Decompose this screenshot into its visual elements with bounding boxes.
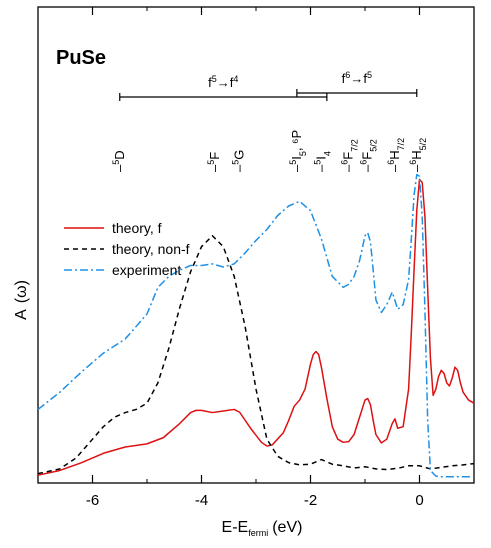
legend-label-theory-non-f: theory, non-f bbox=[112, 241, 190, 257]
state-label: –5I4 bbox=[312, 151, 332, 172]
y-axis-label-main: A bbox=[13, 309, 30, 320]
x-axis-label-sub: fermi bbox=[248, 528, 268, 538]
state-label: –6H5/2 bbox=[408, 138, 428, 172]
legend-label-experiment: experiment bbox=[112, 262, 181, 278]
transition-label: f6→f5 bbox=[342, 70, 372, 86]
x-tick-label: -4 bbox=[195, 492, 208, 509]
x-tick-label: -2 bbox=[304, 492, 317, 509]
svg-text:–5G: –5G bbox=[231, 150, 247, 172]
state-label: –5I5, ⁶P bbox=[288, 130, 308, 172]
x-axis-label-unit: (eV) bbox=[272, 519, 302, 536]
state-label: –6H7/2 bbox=[386, 138, 406, 172]
svg-text:–5D: –5D bbox=[111, 150, 127, 172]
state-label: –5D bbox=[111, 150, 127, 172]
series-layer bbox=[37, 173, 475, 478]
svg-text:–6F5/2: –6F5/2 bbox=[359, 139, 379, 172]
x-ticks: -6 -4 -2 0 bbox=[37, 7, 475, 509]
state-label: –6F5/2 bbox=[359, 139, 379, 172]
x-tick-label: -6 bbox=[86, 492, 99, 509]
svg-text:–6H5/2: –6H5/2 bbox=[408, 138, 428, 172]
series-line-0 bbox=[37, 178, 475, 476]
legend-label-theory-f: theory, f bbox=[112, 220, 162, 236]
x-axis-label: E-Efermi (eV) bbox=[222, 519, 303, 538]
state-label: –6F7/2 bbox=[340, 139, 360, 172]
series-line-2 bbox=[37, 173, 474, 478]
annotations: f5→f4 f6→f5 –5D –5F –5G –5I5, ⁶P–5I4 –6F7/2–6F… bbox=[111, 70, 428, 172]
svg-text:–6F7/2: –6F7/2 bbox=[340, 139, 360, 172]
plot-frame bbox=[37, 6, 475, 484]
state-label: –5F bbox=[206, 152, 222, 172]
svg-text:–5I5, ⁶P: –5I5, ⁶P bbox=[288, 130, 308, 172]
svg-text:A(ω): A (ω) bbox=[13, 280, 30, 320]
y-axis-label-symbol: (ω) bbox=[13, 280, 30, 303]
state-label: –5G bbox=[231, 150, 247, 172]
transition-label: f5→f4 bbox=[208, 74, 238, 90]
y-axis-label: A (ω) bbox=[13, 280, 30, 320]
chart-title: PuSe bbox=[56, 47, 106, 69]
legend: theory, f theory, non-f experiment bbox=[64, 220, 190, 278]
x-axis-label-main: E-E bbox=[222, 519, 249, 536]
svg-text:–5F: –5F bbox=[206, 152, 222, 172]
svg-text:–5I4: –5I4 bbox=[312, 151, 332, 172]
svg-text:–6H7/2: –6H7/2 bbox=[386, 138, 406, 172]
x-tick-label: 0 bbox=[415, 492, 423, 509]
